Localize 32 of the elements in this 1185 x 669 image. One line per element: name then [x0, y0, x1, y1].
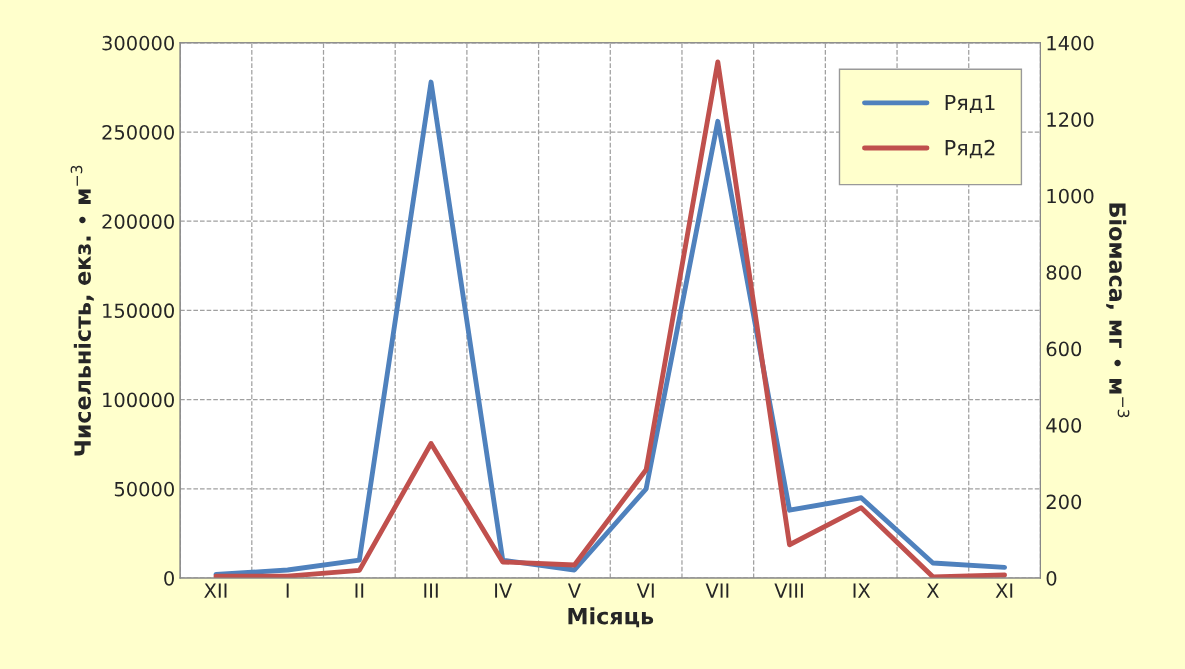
y-tick-label: 250000 — [102, 124, 174, 140]
y-tick-label: 100000 — [103, 392, 174, 408]
x-tick-label: II — [355, 583, 364, 598]
y2-axis-title: Біомаса, мг • м$^{−3}$ — [1106, 203, 1130, 418]
x-tick-label: V — [567, 583, 581, 598]
x-tick-label: VIII — [774, 583, 803, 598]
y-tick-label: 150000 — [103, 303, 174, 319]
legend-label: Ряд1 — [945, 94, 995, 113]
y2-tick-label: 0 — [1046, 570, 1057, 586]
y-axis-title: Чисельність, екз. • м$^{−3}$ — [70, 165, 94, 456]
y2-tick-label: 1200 — [1047, 112, 1094, 127]
x-tick-label: VII — [705, 583, 729, 598]
x-axis-title: Місяць — [568, 607, 654, 628]
x-tick-label: X — [926, 583, 939, 598]
legend-label: Ряд2 — [945, 139, 995, 159]
y2-tick-label: 1000 — [1047, 188, 1094, 204]
x-tick-label: III — [424, 583, 438, 598]
y2-tick-label: 200 — [1046, 494, 1082, 510]
y-tick-label: 200000 — [102, 214, 174, 229]
y-tick-label: 0 — [164, 570, 174, 586]
x-tick-label: XI — [995, 583, 1013, 598]
y2-tick-label: 1400 — [1047, 35, 1094, 51]
x-tick-label: VI — [636, 583, 654, 598]
y-tick-label: 300000 — [102, 35, 174, 51]
y2-tick-label: 600 — [1046, 341, 1082, 357]
y2-tick-label: 400 — [1046, 418, 1082, 433]
x-tick-label: IX — [853, 583, 871, 598]
y2-tick-label: 800 — [1046, 265, 1082, 280]
x-tick-label: I — [286, 583, 289, 598]
x-tick-label: XII — [204, 583, 227, 598]
y-tick-label: 50000 — [114, 481, 174, 497]
x-tick-label: IV — [495, 583, 513, 598]
